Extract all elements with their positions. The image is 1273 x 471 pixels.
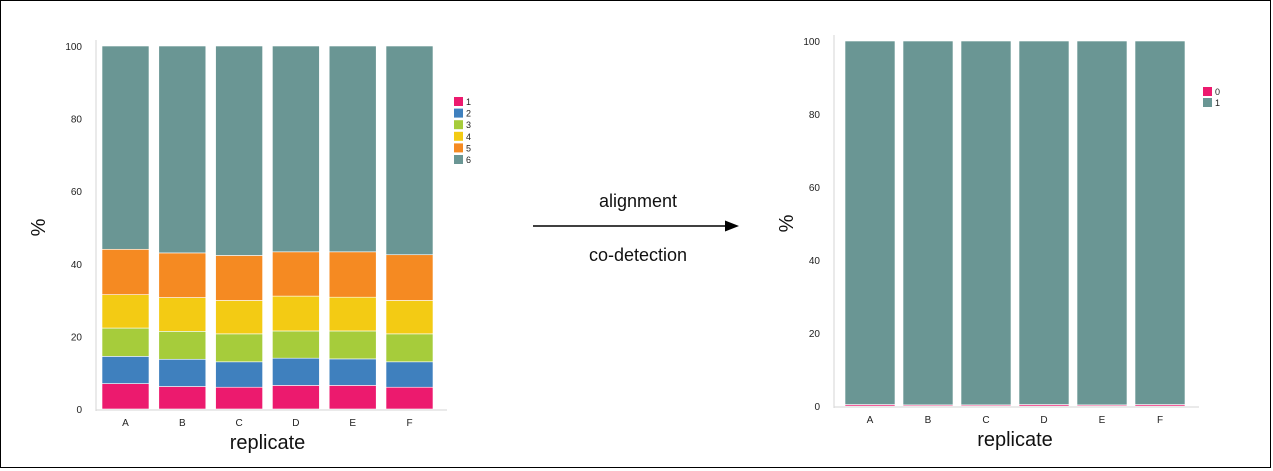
bar-segment-A-6 (101, 45, 150, 250)
bar-segment-F-5 (385, 254, 434, 301)
x-axis-title: replicate (230, 432, 306, 454)
legend-label: 6 (466, 155, 471, 165)
bar-segment-A-2 (101, 356, 150, 384)
legend-label: 0 (1215, 87, 1220, 97)
legend-swatch-1 (454, 97, 463, 106)
y-axis-title: % (28, 218, 50, 236)
bar-segment-F-3 (385, 333, 434, 363)
y-tick-label: 60 (71, 187, 83, 198)
bar-segment-D-6 (272, 45, 320, 253)
legend-label: 3 (466, 120, 471, 130)
x-tick-label: B (179, 418, 186, 429)
x-tick-label: E (1099, 415, 1106, 426)
x-tick-label: E (349, 418, 356, 429)
y-tick-label: 100 (803, 37, 820, 48)
bar-segment-C-4 (215, 300, 263, 335)
bar-segment-E-6 (328, 45, 377, 253)
bar-segment-C-3 (215, 333, 263, 363)
y-axis-title: % (776, 214, 798, 232)
x-tick-label: A (122, 418, 129, 429)
bar-segment-A-1 (101, 383, 150, 410)
arrow-head-icon (725, 220, 739, 232)
x-tick-label: D (1040, 415, 1047, 426)
bar-segment-F-6 (385, 45, 434, 256)
bar-segment-E-2 (328, 358, 377, 386)
legend-label: 5 (466, 143, 471, 153)
y-tick-label: 80 (809, 110, 821, 121)
legend-swatch-2 (454, 108, 463, 118)
bar-segment-A-4 (101, 294, 150, 329)
legend-label: 1 (1215, 98, 1220, 108)
bar-segment-D-2 (272, 357, 320, 386)
legend-swatch-6 (454, 155, 463, 164)
bar-segment-D-3 (272, 330, 320, 359)
legend-swatch-3 (454, 120, 463, 130)
legend-swatch-5 (454, 143, 463, 153)
x-tick-label: F (1157, 415, 1163, 426)
x-tick-label: C (982, 415, 989, 426)
legend-label: 2 (466, 109, 471, 119)
bar-segment-B-6 (158, 45, 207, 254)
bar-segment-E-5 (328, 251, 377, 298)
bar-segment-C-5 (215, 255, 263, 301)
legend-swatch-0 (1203, 87, 1212, 96)
bar-segment-C-6 (215, 45, 263, 256)
y-tick-label: 20 (71, 332, 83, 343)
y-tick-label: 20 (809, 329, 821, 340)
bar-segment-F-4 (385, 300, 434, 335)
bar-segment-D-1 (1018, 40, 1070, 405)
legend-swatch-1 (1203, 98, 1212, 107)
x-tick-label: F (406, 418, 412, 429)
x-axis-title: replicate (977, 429, 1053, 451)
bar-segment-B-2 (158, 358, 207, 387)
bar-segment-E-3 (328, 330, 377, 360)
y-tick-label: 0 (814, 402, 820, 413)
arrow-label-top: alignment (599, 191, 677, 211)
legend-swatch-4 (454, 131, 463, 141)
bar-segment-D-5 (272, 251, 320, 297)
legend-label: 4 (466, 132, 471, 142)
arrow-label-bottom: co-detection (589, 245, 687, 265)
legend-label: 1 (466, 97, 471, 107)
x-tick-label: C (235, 418, 242, 429)
bar-segment-A-1 (844, 40, 896, 405)
y-tick-label: 60 (809, 183, 821, 194)
x-tick-label: D (292, 418, 299, 429)
bar-segment-F-2 (385, 361, 434, 388)
bar-segment-B-1 (902, 40, 954, 406)
bar-segment-E-1 (1076, 40, 1128, 406)
y-tick-label: 100 (65, 42, 82, 53)
bar-segment-B-3 (158, 331, 207, 360)
y-tick-label: 40 (809, 256, 821, 267)
bar-segment-E-4 (328, 296, 377, 332)
bar-segment-F-1 (1134, 40, 1186, 405)
bar-segment-C-2 (215, 361, 263, 388)
x-tick-label: B (925, 415, 932, 426)
bar-segment-D-4 (272, 295, 320, 332)
bar-segment-C-1 (960, 40, 1012, 406)
bar-segment-B-5 (158, 252, 207, 298)
y-tick-label: 80 (71, 115, 83, 126)
y-tick-label: 40 (71, 260, 83, 271)
x-tick-label: A (867, 415, 874, 426)
bar-segment-A-5 (101, 248, 150, 295)
y-tick-label: 0 (76, 405, 82, 416)
